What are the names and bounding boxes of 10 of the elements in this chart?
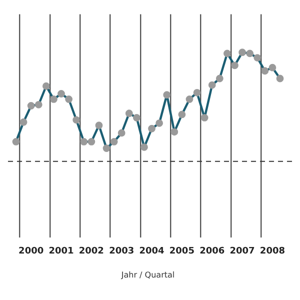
x-tick-label: 2008 <box>260 246 285 256</box>
x-tick-label: 2003 <box>109 246 134 256</box>
x-tick-label: 2007 <box>230 246 255 256</box>
x-axis-title: Jahr / Quartal <box>120 270 175 280</box>
x-tick-label: 2005 <box>169 246 194 256</box>
x-tick-label: 2006 <box>200 246 225 256</box>
x-tick-label: 2002 <box>78 246 104 256</box>
x-tick-label: 2001 <box>48 246 74 256</box>
x-tick-label: 2000 <box>18 246 44 256</box>
x-tick-label: 2004 <box>139 246 164 256</box>
